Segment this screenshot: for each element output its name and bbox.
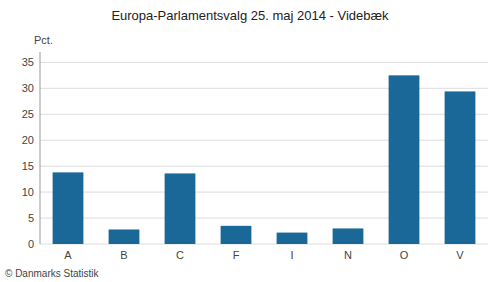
grid-line [40,114,488,115]
y-tick-label: 0 [28,238,34,250]
bars [53,75,476,244]
bar [165,173,196,244]
y-tick-label: 30 [22,82,34,94]
x-tick-label: O [400,249,409,261]
bar [53,172,84,244]
x-tick-label: B [120,249,127,261]
grid [40,62,488,244]
grid-line [40,244,488,245]
bar [445,91,476,244]
y-axis-label: Pct. [34,34,53,46]
grid-line [40,62,488,63]
grid-line [40,166,488,167]
grid-line [40,218,488,219]
chart: Europa-Parlamentsvalg 25. maj 2014 - Vid… [0,0,500,282]
bar [109,229,140,244]
y-tick-label: 5 [28,212,34,224]
bar [277,233,308,244]
grid-line [40,140,488,141]
bar [221,226,252,244]
y-tick-label: 10 [22,186,34,198]
bar [389,75,420,244]
x-tick-label: V [456,249,464,261]
title: Europa-Parlamentsvalg 25. maj 2014 - Vid… [111,8,389,23]
x-tick-label: C [176,249,184,261]
y-tick-label: 35 [22,56,34,68]
x-tick-label: N [344,249,352,261]
x-tick-label: A [64,249,72,261]
y-tick-label: 20 [22,134,34,146]
x-tick-label: I [290,249,293,261]
y-axis-line [40,52,41,244]
bar [333,228,364,244]
x-tick-label: F [233,249,240,261]
footer-note: © Danmarks Statistik [5,268,100,279]
grid-line [40,192,488,193]
y-tick-label: 25 [22,108,34,120]
y-tick-label: 15 [22,160,34,172]
grid-line [40,88,488,89]
